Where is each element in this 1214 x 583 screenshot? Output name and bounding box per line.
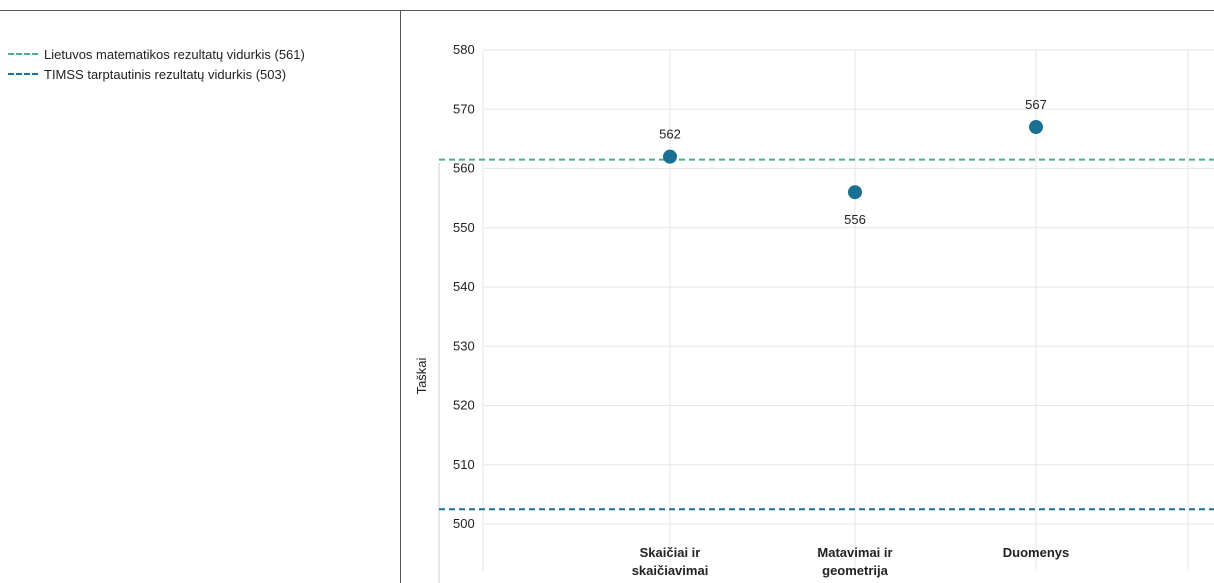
y-tick-label: 510 [453,457,475,472]
chart: 500 510 520 530 540 550 560 570 580 562 556 567 Sk… [414,42,1214,583]
legend-label: Lietuvos matematikos rezultatų vidurkis … [44,46,305,62]
legend-item-timss-average: TIMSS tarptautinis rezultatų vidurkis (5… [8,64,305,84]
y-tick-label: 550 [453,220,475,235]
y-tick-labels: 500 510 520 530 540 550 560 570 580 [453,42,475,531]
y-tick-label: 540 [453,279,475,294]
category-label: geometrija [822,563,889,578]
y-tick-label: 570 [453,101,475,116]
y-tick-label: 520 [453,398,475,413]
data-point [1029,120,1043,135]
legend: Lietuvos matematikos rezultatų vidurkis … [8,44,305,84]
panel-divider [400,10,401,583]
data-point [848,185,862,200]
legend-label: TIMSS tarptautinis rezultatų vidurkis (5… [44,66,287,82]
legend-item-lt-average: Lietuvos matematikos rezultatų vidurkis … [8,44,305,64]
y-tick-label: 530 [453,338,475,353]
data-points: 562 556 567 [659,97,1047,227]
top-rule [0,10,1214,11]
category-label: Duomenys [1003,545,1069,560]
y-tick-label: 560 [453,161,475,176]
legend-swatch-dashed-green [8,53,38,55]
data-label: 567 [1025,97,1047,112]
category-label: skaičiavimai [632,563,709,578]
data-label: 562 [659,127,681,142]
category-label: Matavimai ir [817,545,892,560]
data-point [663,149,677,164]
data-label: 556 [844,212,866,227]
y-tick-label: 580 [453,42,475,57]
legend-swatch-dashed-blue [8,73,38,75]
y-tick-label: 500 [453,516,475,531]
y-axis-label: Taškai [414,357,429,394]
category-labels: Skaičiai ir skaičiavimai Matavimai ir geome… [632,545,1070,578]
gridlines [438,49,1214,583]
reference-lines [439,158,1214,511]
category-label: Skaičiai ir [640,545,701,560]
